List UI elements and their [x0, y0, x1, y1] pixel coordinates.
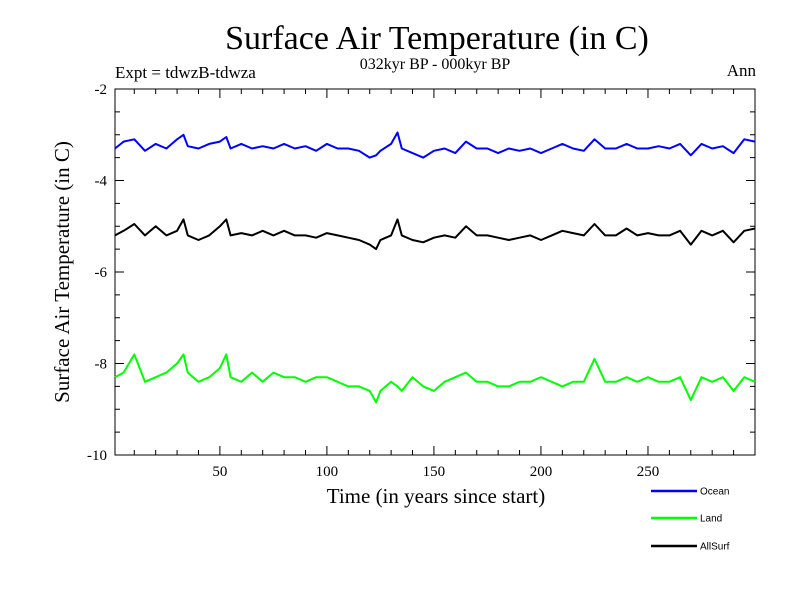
- axis-tick-labels: 50 100 150 200 250 -2 -4 -6 -8 -10: [87, 82, 659, 480]
- x-tick-label: 100: [316, 464, 339, 480]
- x-tick-label: 50: [212, 464, 227, 480]
- series-line-land: [114, 353, 756, 404]
- x-tick-label: 150: [423, 464, 446, 480]
- legend-label-ocean: Ocean: [700, 487, 729, 498]
- y-tick-label: -2: [95, 82, 108, 98]
- axis-ticks: [115, 88, 755, 456]
- season-label: Ann: [727, 61, 757, 80]
- experiment-label: Expt = tdwzB-tdwza: [115, 63, 256, 82]
- x-tick-label: 250: [637, 464, 660, 480]
- series-line-allsurf: [114, 218, 756, 251]
- legend-label-allsurf: AllSurf: [700, 542, 730, 553]
- y-tick-label: -8: [95, 357, 108, 373]
- x-tick-label: 200: [530, 464, 553, 480]
- chart-subtitle: 032kyr BP - 000kyr BP: [360, 56, 511, 73]
- chart-title: Surface Air Temperature (in C): [225, 20, 649, 57]
- legend: Ocean Land AllSurf: [651, 487, 730, 553]
- y-tick-label: -6: [95, 265, 108, 281]
- series-lines: [114, 131, 756, 404]
- y-axis-label: Surface Air Temperature (in C): [50, 141, 74, 403]
- x-axis-label: Time (in years since start): [327, 484, 546, 508]
- series-line-ocean: [114, 131, 756, 159]
- y-tick-label: -10: [87, 448, 107, 464]
- y-tick-label: -4: [95, 174, 108, 190]
- legend-label-land: Land: [700, 514, 722, 525]
